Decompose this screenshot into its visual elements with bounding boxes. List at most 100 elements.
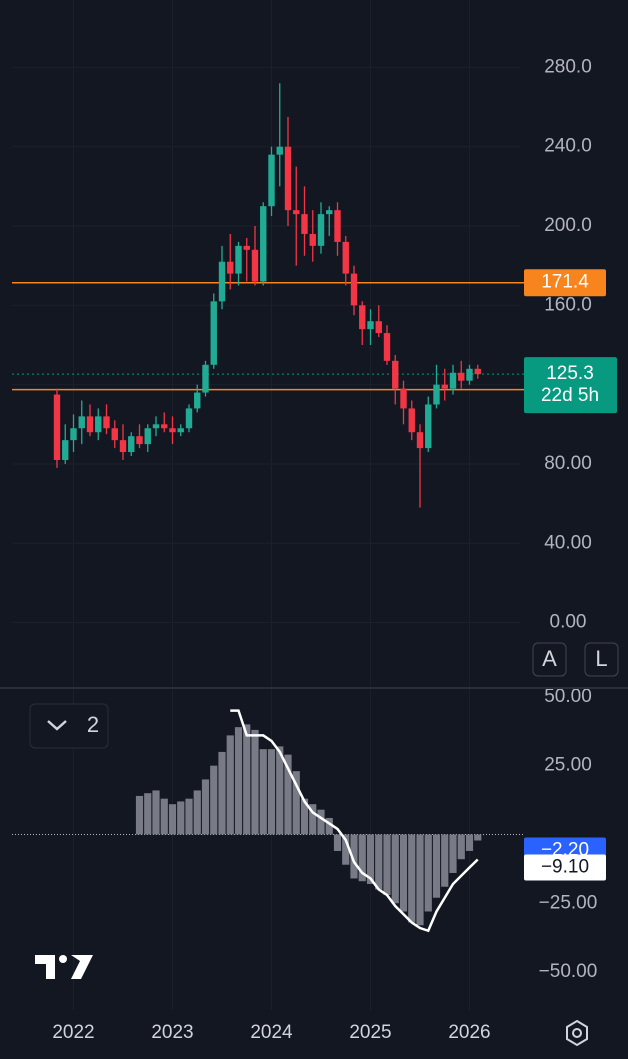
candle-body [367, 321, 374, 330]
candle-body [425, 404, 432, 449]
candle-body [408, 408, 415, 433]
histogram-bar [160, 798, 168, 835]
button-label[interactable]: L [595, 646, 607, 671]
logo [35, 955, 93, 979]
indicator-count[interactable]: 2 [87, 712, 99, 737]
histogram-bar [243, 724, 251, 835]
y-tick-label: 160.0 [544, 294, 592, 315]
histogram-bar [177, 801, 185, 835]
y-tick-label: 280.0 [544, 56, 592, 77]
candle-body [326, 210, 333, 215]
histogram-bar [457, 834, 465, 860]
candle-body [359, 305, 366, 330]
histogram-bar [276, 746, 284, 835]
last-badge-text: 125.3 [546, 363, 594, 384]
histogram-bar [375, 834, 383, 890]
price-badge-text: 171.4 [541, 272, 589, 293]
candle-body [194, 392, 201, 409]
last-badge-text: 22d 5h [541, 385, 599, 406]
candle-body [449, 372, 457, 389]
candle-body [309, 233, 316, 246]
histogram-bar [193, 790, 201, 835]
y-tick-label: −50.00 [539, 961, 598, 982]
histogram-bar [210, 765, 218, 835]
histogram-bar [259, 749, 267, 835]
candle-body [268, 154, 275, 207]
candle-body [317, 214, 325, 246]
histogram-bar [300, 798, 309, 835]
y-tick-label: 40.00 [544, 532, 592, 553]
candle-body [119, 440, 127, 453]
histogram-bar [441, 834, 449, 887]
candle-body [95, 416, 102, 433]
histogram-bar [168, 804, 177, 835]
y-tick-label: 240.0 [544, 136, 592, 157]
candle-body [62, 440, 69, 460]
candle-body [416, 432, 424, 449]
candle-body [161, 424, 168, 429]
button-label[interactable]: A [542, 646, 557, 671]
price-badge [524, 269, 606, 297]
candle-body [284, 146, 292, 211]
histogram-bar [218, 751, 226, 835]
candle-body [293, 210, 300, 215]
plot: 2022 2023 2024 2025 2026 0.00 40.00 80.00 160.0 2… [12, 0, 617, 1043]
histogram-bar [325, 817, 333, 835]
line-badge-text: −9.10 [541, 857, 589, 878]
candle-body [177, 428, 184, 433]
histogram-bar [449, 834, 457, 873]
candle-body [400, 388, 407, 409]
x-tick-label: 2022 [52, 1022, 94, 1043]
candle-body [433, 384, 440, 405]
scale-button[interactable]: A [532, 642, 567, 677]
x-tick-label: 2026 [448, 1022, 490, 1043]
candle-body [111, 428, 118, 441]
histogram-bar [358, 834, 366, 882]
histogram-bar [226, 735, 234, 835]
candle-body [103, 416, 110, 429]
candle-body [375, 321, 382, 334]
histogram-bar [342, 834, 350, 865]
y-tick-label: 0.00 [550, 612, 587, 633]
y-tick-label: 50.00 [544, 686, 592, 707]
histogram-bar [465, 834, 474, 851]
histogram-bar [333, 834, 342, 851]
candle-body [169, 428, 176, 433]
y-tick-label: 25.00 [544, 755, 592, 776]
x-tick-label: 2025 [349, 1022, 391, 1043]
histogram-bar [144, 793, 152, 835]
x-tick-label: 2023 [151, 1022, 193, 1043]
histogram-bar [391, 834, 399, 904]
candle-body [70, 428, 77, 441]
histogram-bar [424, 834, 432, 912]
y-tick-label: 80.00 [544, 453, 592, 474]
candle-body [152, 424, 160, 429]
candle-body [235, 245, 242, 274]
candle-body [383, 333, 391, 361]
last-badge [524, 357, 617, 414]
candle-body [474, 368, 481, 375]
candle-body [210, 301, 217, 365]
histogram-bar [309, 804, 317, 835]
candle-body [202, 364, 209, 393]
candle-body [441, 384, 448, 389]
histogram-bar [292, 771, 300, 835]
candle-body [185, 408, 193, 429]
indicator-toggle[interactable]: 2 [29, 703, 109, 749]
candle-body [86, 416, 94, 433]
candle-body [260, 206, 267, 282]
candle-body [342, 241, 349, 274]
signal-line [230, 709, 479, 933]
candle-body [350, 273, 358, 306]
y-tick-label: −25.00 [539, 892, 598, 913]
candle-body [227, 261, 234, 274]
candle-body [334, 210, 341, 242]
histogram-bar [234, 727, 243, 835]
candle-body [301, 214, 308, 234]
scale-button[interactable]: L [584, 642, 619, 677]
candle-body [251, 249, 259, 282]
line-badge [524, 854, 606, 881]
histogram-bar [350, 834, 358, 879]
histogram-bar [267, 749, 276, 835]
settings-icon[interactable] [566, 1019, 588, 1047]
